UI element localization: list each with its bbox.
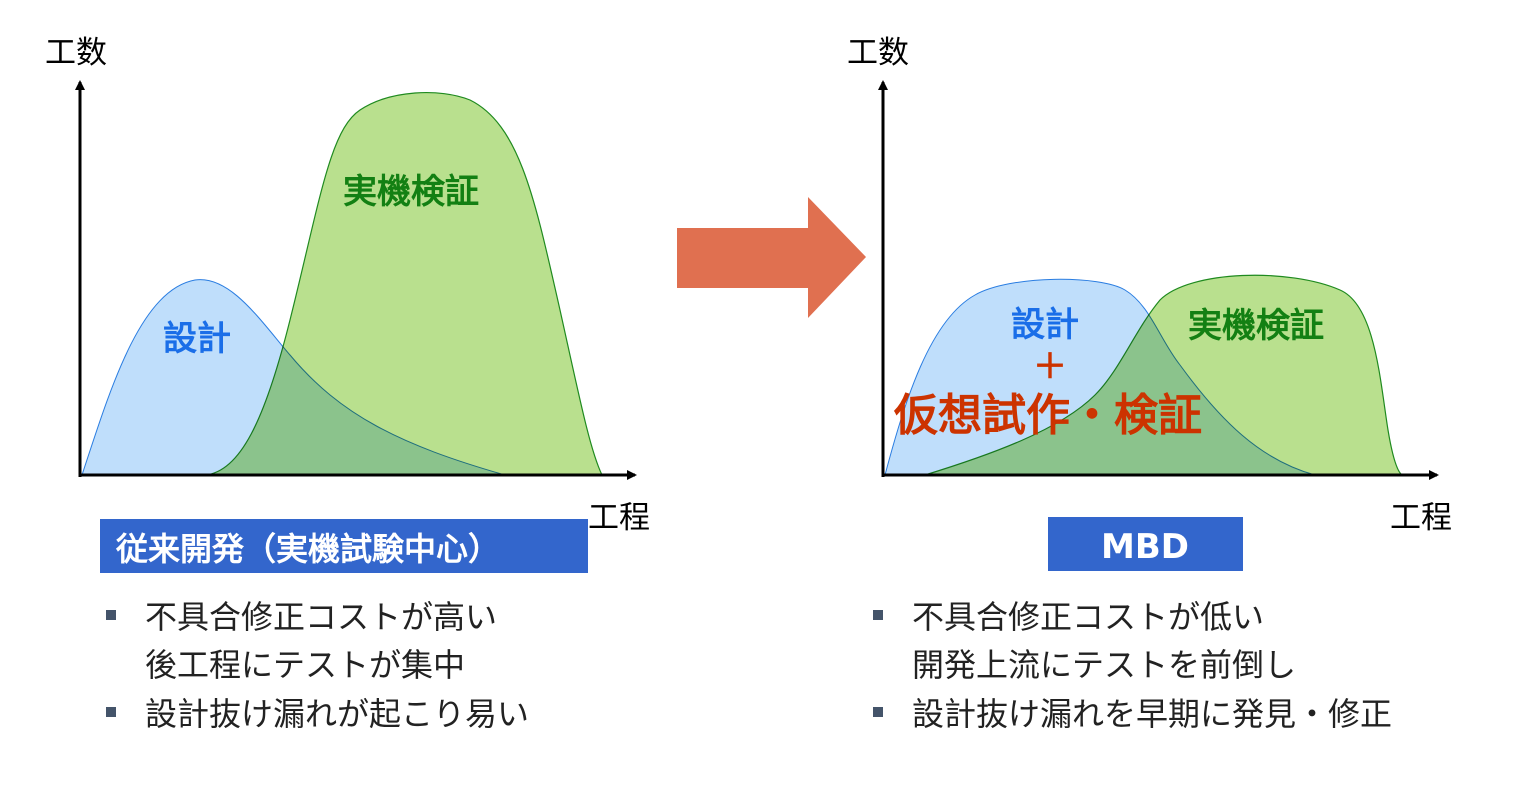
- right-design-curve: [884, 278, 1316, 476]
- left-bullet-2: 設計抜け漏れが起こり易い: [145, 695, 529, 733]
- right-bullet-1-cont: 開発上流にテストを前倒し: [912, 646, 1296, 684]
- left-x-axis-label: 工程: [588, 500, 650, 536]
- bullet-icon: [873, 610, 883, 620]
- right-plus-label: ＋: [1033, 347, 1067, 387]
- right-bullet-2: 設計抜け漏れを早期に発見・修正: [912, 695, 1392, 733]
- right-chart: 工数 工程 設計 ＋ 仮想試作・検証 実機検証 MBD 不具合修正コストが低い …: [847, 35, 1452, 733]
- left-bullet-1: 不具合修正コストが高い: [145, 598, 497, 636]
- right-verification-label: 実機検証: [1188, 306, 1324, 346]
- left-bullet-1-cont: 後工程にテストが集中: [145, 646, 465, 684]
- right-x-axis-label: 工程: [1390, 500, 1452, 536]
- right-virtual-label: 仮想試作・検証: [893, 390, 1202, 441]
- right-arrow-icon: [677, 197, 866, 318]
- right-y-axis-label: 工数: [847, 35, 909, 71]
- left-title: 従来開発（実機試験中心）: [115, 530, 500, 568]
- right-design-label: 設計: [1011, 305, 1079, 345]
- left-chart: 工数 工程 設計 実機検証 従来開発（実機試験中心） 不具合修正コストが高い 後…: [45, 35, 650, 733]
- right-bullet-1: 不具合修正コストが低い: [912, 598, 1264, 636]
- bullet-icon: [873, 707, 883, 717]
- left-design-curve: [81, 279, 506, 476]
- left-y-axis-label: 工数: [45, 35, 107, 71]
- bullet-icon: [106, 610, 116, 620]
- right-title-box: [1048, 517, 1243, 571]
- right-title: MBD: [1101, 527, 1189, 567]
- left-verification-label: 実機検証: [343, 172, 479, 212]
- bullet-icon: [106, 707, 116, 717]
- left-design-label: 設計: [163, 319, 231, 359]
- left-title-box: [100, 519, 588, 573]
